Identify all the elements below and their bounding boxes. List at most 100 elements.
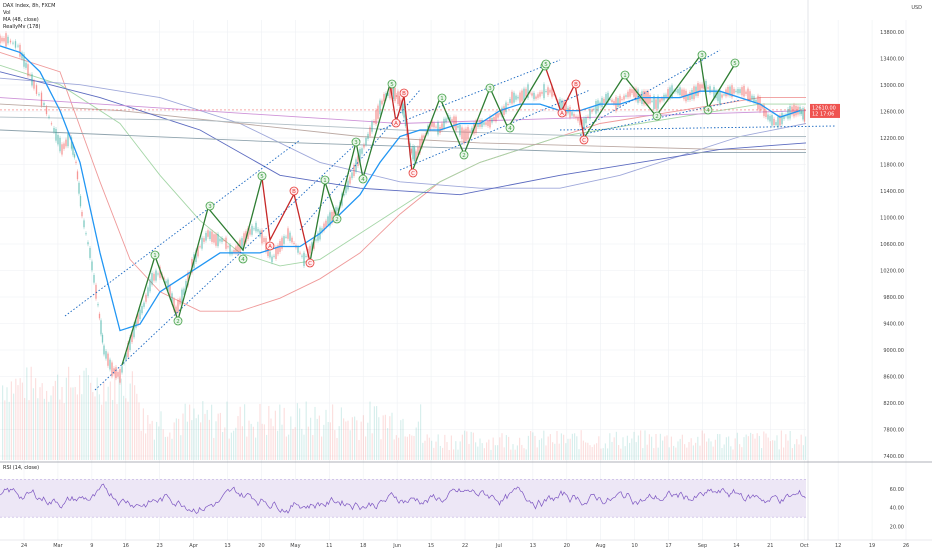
volume-bar [626,435,628,460]
volume-bar [446,442,448,460]
candle-body [185,280,187,290]
legend-vol[interactable]: Vol [3,10,11,16]
volume-bar [644,430,646,460]
volume-bar [367,422,369,460]
volume-bar [178,418,180,460]
candle-body [275,246,277,259]
volume-bar [615,431,617,460]
volume-bar [633,431,635,460]
legend-ma[interactable]: MA (48, close) [3,17,39,23]
x-tick-label: 24 [21,543,27,549]
y-tick-label: 12200.00 [880,136,904,142]
x-tick-label: 20 [258,543,264,549]
volume-bar [415,427,417,460]
y-tick-label: 8600.00 [883,375,904,381]
volume-bar [81,394,83,460]
x-tick-label: 9 [90,543,93,549]
volume-bar [459,441,461,460]
volume-bar [763,431,765,460]
candle-body [129,337,131,350]
volume-bar [70,387,72,460]
volume-bar [329,422,331,460]
candle-body [441,123,443,131]
volume-bar [754,438,756,460]
volume-bar [268,405,270,460]
volume-bar [290,416,292,460]
candle-body [25,62,27,68]
volume-bar [798,444,800,460]
volume-bar [657,447,659,460]
candle-body [747,88,749,101]
volume-bar [285,436,287,460]
y-tick-label: 8200.00 [883,401,904,407]
volume-bar [158,426,160,460]
volume-bar [468,443,470,460]
volume-bar [26,367,28,460]
volume-bar [640,430,642,460]
candle-body [781,113,783,125]
candle-body [727,86,729,96]
candle-body [653,95,655,110]
volume-bar [123,395,125,460]
candle-body [551,85,553,97]
candle-body [635,88,637,101]
volume-bar [138,402,140,460]
volume-bar [477,446,479,460]
candle-body [549,89,551,93]
candle-body [449,116,451,121]
x-tick-label: 13 [530,543,536,549]
volume-bar [391,412,393,460]
candle-body [155,270,157,281]
x-tick-label: 21 [767,543,773,549]
ma-band [0,51,806,312]
volume-bar [593,444,595,460]
candle-body [777,116,779,128]
candle-body [97,304,99,306]
volume-bar [668,447,670,460]
candle-body [669,87,671,99]
volume-bar [325,409,327,460]
volume-bar [706,441,708,460]
wave-label: 1 [440,96,444,102]
volume-bar [527,435,529,460]
rsi-legend[interactable]: RSI (14, close) [3,465,40,471]
candle-body [139,309,141,320]
volume-bar [277,430,279,460]
candle-body [127,343,129,357]
candle-body [353,164,355,176]
candle-body [365,137,367,145]
wave-label-bubble [150,250,160,260]
candle-body [491,117,493,123]
wave-label: 1 [623,73,627,79]
volume-bar [46,390,48,460]
candle-body [149,279,151,292]
legend-symbol[interactable]: DAX Index, 8h, FXCM [3,3,56,9]
currency-label: USD [911,5,922,11]
last-price-label: 12610.00 [812,105,836,111]
volume-bar [789,430,791,460]
candle-body [121,366,123,373]
volume-bar [79,375,81,460]
volume-bar [708,438,710,460]
candle-body [415,151,417,161]
volume-bar [512,444,514,460]
candle-body [681,89,683,97]
candle-body [667,89,669,100]
volume-bar [490,449,492,460]
volume-bar [274,410,276,460]
volume-bar [712,446,714,460]
volume-bar [420,404,422,460]
volume-bar [780,430,782,460]
candle-body [151,273,153,285]
candle-body [103,345,105,355]
volume-bar [127,401,129,460]
candle-body [467,127,469,140]
x-tick-label: 19 [869,543,875,549]
ma-band [0,71,807,196]
legend-really[interactable]: ReallyMv (178) [3,24,41,30]
volume-bar [129,383,131,460]
rsi-tick-label: 20.00 [890,525,904,531]
candle-body [195,250,197,263]
wave-label: C [308,261,312,267]
